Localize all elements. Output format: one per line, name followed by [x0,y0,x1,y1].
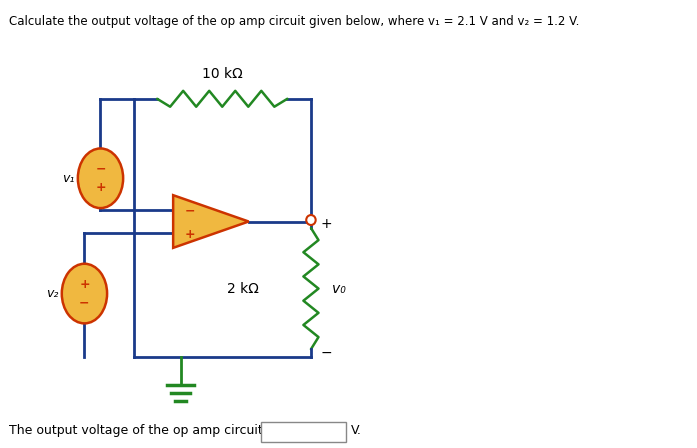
Text: V.: V. [351,424,362,437]
Text: −: − [79,296,90,309]
Text: v₂: v₂ [45,287,58,300]
FancyBboxPatch shape [261,422,346,442]
Ellipse shape [78,148,123,208]
Text: −: − [185,204,195,217]
Text: −: − [95,163,106,176]
Ellipse shape [62,264,107,323]
Text: 2 kΩ: 2 kΩ [227,282,259,296]
Text: +: + [321,217,332,231]
Text: v₀: v₀ [332,282,346,296]
Text: Calculate the output voltage of the op amp circuit given below, where v₁ = 2.1 V: Calculate the output voltage of the op a… [9,15,579,28]
Text: 10 kΩ: 10 kΩ [202,67,243,81]
Text: +: + [95,181,106,194]
Polygon shape [173,195,249,248]
Text: +: + [79,278,90,291]
Text: v₁: v₁ [62,172,74,185]
Text: −: − [321,346,332,360]
Text: +: + [185,228,195,241]
Text: The output voltage of the op amp circuit is: The output voltage of the op amp circuit… [9,424,277,437]
Circle shape [306,215,316,225]
